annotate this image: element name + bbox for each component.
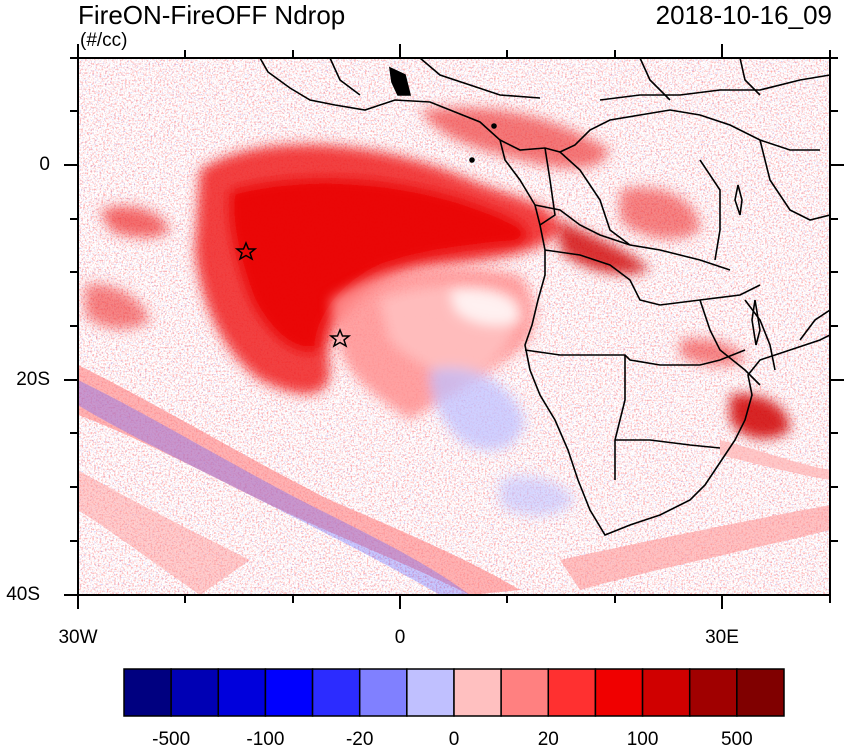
units-label: (#/cc): [80, 30, 128, 51]
site-markers: [234, 241, 352, 348]
colorbar-swatch: [453, 668, 502, 717]
colorbar-swatch: [547, 668, 597, 717]
colorbar-swatch: [170, 668, 220, 717]
colorbar-tick-label: 100: [626, 729, 659, 750]
x-tick-label: 0: [394, 627, 406, 648]
plume-pink: [330, 267, 575, 516]
x-tick-label: 30E: [705, 627, 739, 648]
colorbar-tick-label: 0: [448, 729, 460, 750]
colorbar-tick-label: -500: [152, 729, 191, 750]
colorbar-swatch: [311, 668, 361, 717]
colorbar-swatch: [264, 668, 314, 717]
y-tick-label: 40S: [6, 584, 40, 605]
colorbar-tick-label: -20: [345, 729, 374, 750]
axis-ticks: [64, 44, 844, 609]
colorbar-swatch: [688, 668, 738, 717]
colorbar-swatch: [594, 668, 644, 717]
colorbar-swatch: [641, 668, 691, 717]
colorbar-tick-label: -100: [246, 729, 285, 750]
coastlines: [259, 58, 830, 536]
colorbar-swatch: [736, 668, 785, 717]
colorbar-swatch: [123, 668, 172, 717]
colorbar-swatch: [406, 668, 455, 717]
x-tick-label: 30W: [58, 627, 98, 648]
colorbar-swatch: [500, 668, 550, 717]
colorbar-swatch: [358, 668, 408, 717]
frontal-band: [78, 365, 830, 595]
colorbar-tick-label: 20: [537, 729, 559, 750]
plume-red: [85, 107, 790, 439]
colorbar: [123, 668, 785, 717]
colorbar-tick-label: 500: [720, 729, 753, 750]
datetime-label: 2018-10-16_09: [655, 0, 832, 30]
field-layer: [78, 58, 830, 595]
y-tick-label: 20S: [16, 369, 50, 390]
y-tick-label: 0: [39, 154, 50, 175]
colorbar-swatch: [217, 668, 267, 717]
star-marker-2: [328, 328, 352, 348]
star-marker-1: [234, 241, 258, 261]
map-title: FireON-FireOFF Ndrop: [78, 0, 346, 30]
